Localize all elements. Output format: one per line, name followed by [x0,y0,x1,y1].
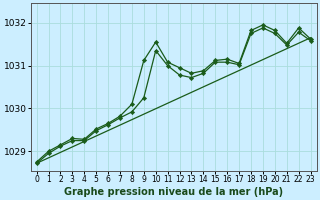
X-axis label: Graphe pression niveau de la mer (hPa): Graphe pression niveau de la mer (hPa) [64,187,283,197]
